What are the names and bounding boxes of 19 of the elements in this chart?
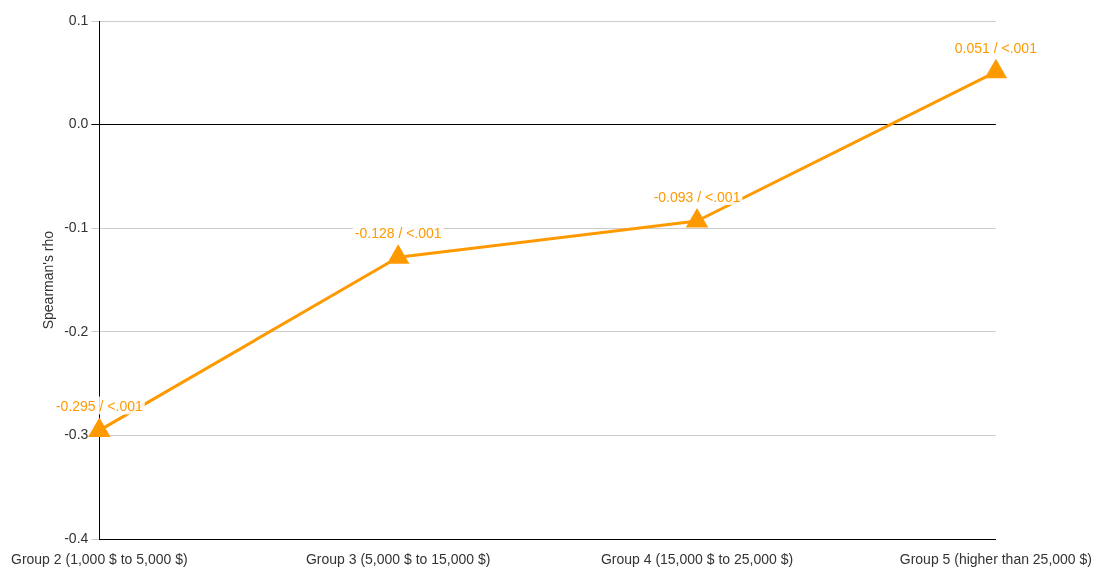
x-tick-label: Group 4 (15,000 $ to 25,000 $) bbox=[600, 551, 794, 568]
point bbox=[985, 60, 1007, 79]
y-axis-title: Spearman's rho bbox=[39, 230, 56, 330]
x-tick-label: Group 2 (1,000 $ to 5,000 $) bbox=[10, 551, 188, 568]
x-tick-label: Group 3 (5,000 $ to 15,000 $) bbox=[305, 551, 491, 568]
y-tick-label: -0.3 bbox=[64, 426, 89, 443]
y-tick-label: 0.0 bbox=[68, 115, 89, 132]
data-label: 0.051 / <.001 bbox=[954, 39, 1038, 56]
point bbox=[89, 418, 110, 437]
y-tick-label: 0.1 bbox=[68, 11, 89, 28]
point bbox=[388, 245, 409, 264]
point bbox=[686, 209, 708, 228]
y-tick-label: -0.2 bbox=[64, 322, 89, 339]
data-label: -0.295 / <.001 bbox=[55, 398, 143, 415]
data-label: -0.128 / <.001 bbox=[354, 225, 442, 242]
y-tick-label: -0.1 bbox=[64, 219, 89, 236]
data-label: -0.093 / <.001 bbox=[653, 188, 741, 205]
x-tick-label: Group 5 (higher than 25,000 $) bbox=[899, 551, 1092, 568]
y-tick-label: -0.4 bbox=[64, 530, 89, 547]
